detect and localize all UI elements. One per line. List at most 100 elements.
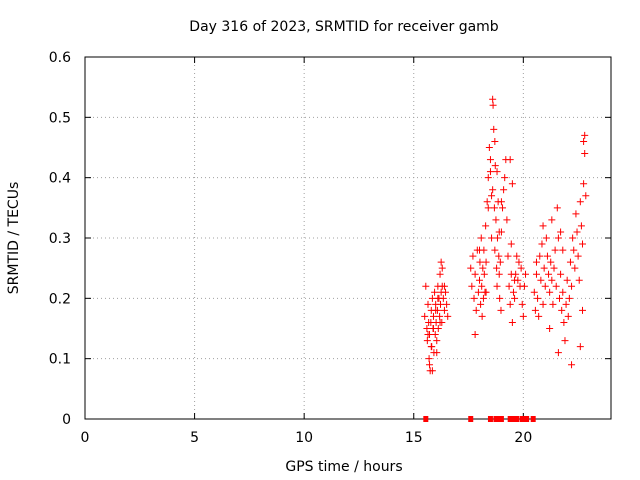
data-point bbox=[569, 234, 577, 242]
data-point bbox=[437, 258, 445, 266]
data-point bbox=[428, 367, 436, 375]
data-point bbox=[576, 198, 584, 206]
data-point-zero bbox=[530, 416, 536, 422]
data-point bbox=[582, 192, 590, 200]
data-point bbox=[423, 325, 431, 332]
y-tick-label: 0.6 bbox=[49, 50, 71, 66]
data-point bbox=[491, 246, 499, 254]
data-point bbox=[538, 240, 546, 248]
data-point bbox=[571, 264, 579, 272]
data-point bbox=[501, 174, 509, 182]
data-point bbox=[559, 288, 567, 296]
data-point bbox=[497, 198, 505, 206]
data-point bbox=[436, 270, 444, 278]
data-point bbox=[434, 294, 442, 302]
data-point bbox=[580, 137, 588, 145]
data-point bbox=[532, 258, 540, 266]
data-point bbox=[478, 282, 486, 290]
x-tick-label: 5 bbox=[190, 430, 199, 446]
data-point bbox=[557, 228, 565, 236]
data-point bbox=[495, 228, 503, 236]
data-point bbox=[537, 276, 545, 284]
data-point bbox=[506, 156, 514, 164]
data-point bbox=[468, 282, 476, 290]
data-point bbox=[488, 192, 496, 200]
data-point bbox=[486, 168, 494, 176]
data-point bbox=[560, 318, 568, 326]
data-point bbox=[429, 312, 437, 320]
data-point bbox=[442, 288, 450, 296]
data-point bbox=[520, 282, 528, 290]
data-point bbox=[421, 312, 429, 320]
data-point bbox=[573, 228, 581, 236]
data-point bbox=[565, 294, 573, 302]
data-point bbox=[433, 349, 441, 357]
data-point bbox=[491, 162, 499, 170]
data-point bbox=[548, 276, 556, 284]
y-tick-label: 0.1 bbox=[49, 352, 71, 368]
data-point-zero bbox=[423, 416, 429, 422]
data-point bbox=[566, 258, 574, 266]
data-point bbox=[443, 300, 451, 308]
data-point-zero bbox=[510, 416, 516, 422]
data-point bbox=[581, 131, 589, 139]
data-point bbox=[559, 246, 567, 254]
data-point bbox=[543, 252, 551, 260]
data-point bbox=[472, 306, 480, 314]
data-point bbox=[493, 282, 501, 290]
data-point bbox=[495, 270, 503, 278]
data-point bbox=[477, 300, 485, 308]
data-point bbox=[489, 101, 497, 109]
data-point bbox=[505, 282, 513, 290]
data-point-zero bbox=[493, 416, 499, 422]
data-point bbox=[497, 306, 505, 314]
data-point bbox=[470, 294, 478, 302]
x-tick-label: 20 bbox=[514, 430, 532, 446]
data-point bbox=[427, 343, 435, 351]
data-point bbox=[482, 222, 490, 230]
data-point bbox=[545, 270, 553, 278]
grid-lines bbox=[85, 57, 611, 419]
data-point bbox=[474, 288, 482, 296]
data-point bbox=[440, 306, 448, 314]
data-point bbox=[555, 294, 563, 302]
data-point bbox=[554, 234, 562, 242]
data-point bbox=[513, 252, 521, 260]
data-point bbox=[562, 300, 570, 308]
y-tick-label: 0.3 bbox=[49, 231, 71, 247]
data-point bbox=[554, 349, 562, 357]
data-point bbox=[535, 312, 543, 320]
data-point bbox=[438, 264, 446, 272]
data-point bbox=[546, 288, 554, 296]
data-point bbox=[539, 300, 547, 308]
data-point bbox=[509, 288, 517, 296]
y-tick-labels: 0 0.1 0.2 0.3 0.4 0.5 0.6 bbox=[49, 50, 71, 428]
data-point bbox=[503, 216, 511, 224]
data-point-zero bbox=[498, 416, 504, 422]
y-tick-label: 0.2 bbox=[49, 291, 71, 307]
y-axis-label: SRMTID / TECUs bbox=[6, 182, 22, 295]
data-point bbox=[433, 337, 441, 345]
data-point bbox=[436, 318, 444, 326]
chart-title: Day 316 of 2023, SRMTID for receiver gam… bbox=[189, 19, 499, 35]
data-point bbox=[493, 168, 501, 176]
data-point bbox=[506, 300, 514, 308]
data-point bbox=[479, 294, 487, 302]
data-point bbox=[480, 270, 488, 278]
data-point bbox=[558, 306, 566, 314]
data-point bbox=[484, 204, 492, 212]
data-point-zero bbox=[487, 416, 493, 422]
data-point bbox=[436, 312, 444, 320]
data-point-zero bbox=[468, 416, 474, 422]
data-point bbox=[534, 294, 542, 302]
data-point bbox=[485, 144, 493, 151]
plot-frame bbox=[84, 56, 612, 420]
data-point bbox=[478, 312, 486, 320]
data-point bbox=[429, 325, 437, 332]
data-point bbox=[530, 288, 538, 296]
data-point bbox=[476, 276, 483, 284]
x-axis-label: GPS time / hours bbox=[285, 459, 402, 475]
data-point bbox=[515, 258, 523, 266]
data-point bbox=[557, 270, 565, 278]
